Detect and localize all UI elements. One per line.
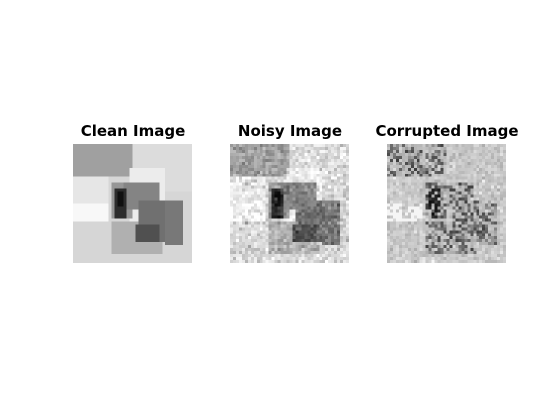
- noisy-image: [230, 144, 349, 263]
- clean-image: [73, 144, 192, 263]
- noisy-image-title: Noisy Image: [237, 122, 343, 140]
- clean-image-title: Clean Image: [80, 122, 186, 140]
- corrupted-image-title: Corrupted Image: [375, 122, 519, 140]
- corrupted-image: [387, 144, 506, 263]
